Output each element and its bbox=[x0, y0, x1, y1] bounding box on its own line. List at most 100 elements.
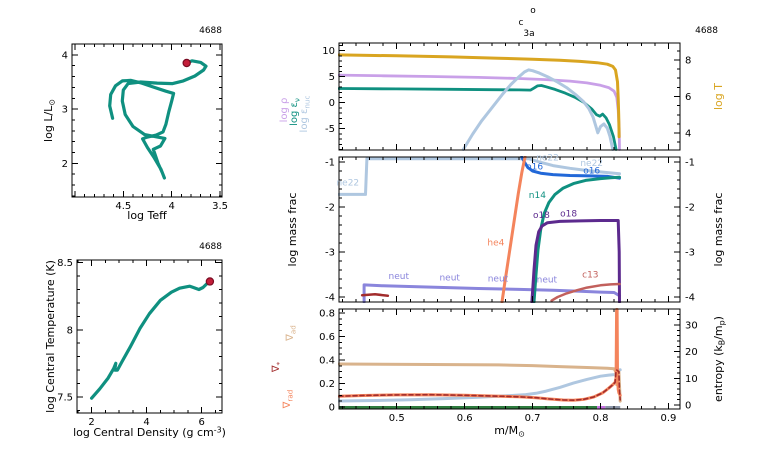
series-grad-star bbox=[338, 369, 621, 401]
label-he4: he4 bbox=[487, 239, 504, 249]
x-tick-label: 6 bbox=[198, 417, 204, 428]
panel-series-layer bbox=[108, 59, 208, 180]
label-n14: n14 bbox=[529, 191, 546, 201]
panel-series-layer bbox=[338, 53, 621, 151]
burn-label-c: c bbox=[519, 18, 524, 28]
axes-frame bbox=[338, 156, 681, 303]
y-tick-label: 0.6 bbox=[319, 332, 335, 343]
x-axis-title: log Teff bbox=[127, 209, 167, 222]
yaxis-label-grad-rad: ∇rad bbox=[282, 390, 295, 410]
axis-ticks bbox=[72, 44, 222, 197]
series-n14 bbox=[532, 175, 621, 303]
label-ne22: ne22 bbox=[580, 159, 603, 169]
label-ne22: ne22 bbox=[536, 154, 559, 164]
series-c13 bbox=[550, 282, 621, 302]
y2-axis-title: entropy (kB/mp) bbox=[712, 316, 727, 402]
panel-series-layer bbox=[338, 156, 621, 303]
burn-label-o: o bbox=[530, 6, 536, 16]
y-tick-label: 10 bbox=[322, 46, 335, 57]
model-number: 4688 bbox=[695, 26, 718, 36]
y2-axis-title: log mass frac bbox=[712, 193, 725, 267]
y-tick-label: 4 bbox=[62, 50, 68, 61]
yaxis-label-grad-star: ∇* bbox=[271, 361, 284, 373]
y-tick-label: 7.5 bbox=[57, 392, 73, 403]
label-neut: neut bbox=[488, 275, 509, 285]
series-tc-rhoc-track bbox=[90, 279, 212, 400]
x-tick-label: 3.5 bbox=[212, 201, 228, 212]
burn-label-3a: 3a bbox=[523, 29, 534, 39]
yaxis-label-grad-ad: ∇ad bbox=[285, 325, 298, 342]
axes-frame bbox=[338, 308, 681, 410]
y2-tick-label: 30 bbox=[685, 321, 698, 332]
current-model-marker bbox=[182, 58, 191, 68]
y2-tick-label: -1 bbox=[685, 157, 695, 168]
label-o16: o16 bbox=[526, 163, 543, 173]
panel-profile-gradients: 0.5 0.6 0.7 0.8 0.9 0 0.2 0.4 0.6 0.8 0 10 20 30 m/M⊙ e… bbox=[271, 308, 727, 439]
y-tick-label: -2 bbox=[325, 202, 335, 213]
x-axis-title: m/M⊙ bbox=[494, 424, 525, 439]
series-grad-rad bbox=[338, 308, 622, 402]
label-neut: neut bbox=[537, 276, 558, 286]
y-tick-label: 3 bbox=[62, 105, 68, 116]
y2-tick-label: 10 bbox=[685, 374, 698, 385]
y2-tick-label: 0 bbox=[685, 401, 691, 412]
x-tick-label: 0.9 bbox=[660, 413, 676, 424]
x-axis-title: log Central Density (g cm-3) bbox=[73, 426, 226, 440]
x-tick-label: 4 bbox=[143, 417, 149, 428]
x-tick-label: 0.7 bbox=[525, 413, 541, 424]
axis-ticks bbox=[77, 260, 222, 413]
label-o18: o18 bbox=[533, 211, 550, 221]
x-tick-label: 0.6 bbox=[457, 413, 473, 424]
y-tick-label: 2 bbox=[62, 159, 68, 170]
x-tick-label: 0.8 bbox=[593, 413, 609, 424]
y-tick-label: 0.2 bbox=[319, 379, 335, 390]
axes-frame bbox=[76, 259, 223, 414]
y-tick-label: 0.4 bbox=[319, 355, 335, 366]
series-species-inner-red bbox=[360, 293, 390, 297]
y-tick-label: 0 bbox=[329, 98, 335, 109]
y-tick-label: 8 bbox=[67, 325, 73, 336]
yaxis-label-log-eps-nuc: log εnuc bbox=[299, 96, 312, 133]
axis-ticks bbox=[339, 43, 680, 150]
y-tick-label: -4 bbox=[325, 293, 335, 304]
series-hr-track bbox=[108, 59, 208, 180]
y2-tick-label: -4 bbox=[685, 293, 695, 304]
panel-series-layer bbox=[338, 308, 622, 409]
axes-frame bbox=[71, 43, 223, 198]
axis-ticks bbox=[339, 308, 680, 409]
model-number: 4688 bbox=[199, 242, 222, 252]
label-o18: o18 bbox=[560, 209, 577, 219]
y-tick-label: 5 bbox=[329, 72, 335, 83]
label-neut: neut bbox=[389, 272, 410, 282]
x-tick-label: 0.5 bbox=[389, 413, 405, 424]
current-model-marker bbox=[205, 277, 215, 286]
series-ne22 bbox=[338, 157, 621, 196]
x-tick-label: 4.5 bbox=[115, 201, 131, 212]
label-neut: neut bbox=[439, 273, 460, 283]
series-o16 bbox=[520, 156, 621, 180]
y2-tick-label: 4 bbox=[685, 129, 691, 140]
series-neut bbox=[362, 283, 621, 303]
y2-tick-label: 8 bbox=[685, 55, 691, 66]
label-ne22: ne22 bbox=[336, 178, 359, 188]
y-axis-title: log Central Temperature (K) bbox=[44, 260, 57, 413]
series-o18 bbox=[530, 219, 621, 303]
y-tick-label: -5 bbox=[325, 124, 335, 135]
axis-ticks bbox=[339, 157, 680, 302]
panel-profile-abundances: -1 -2 -3 -4 -1 -2 -3 -4 log mass frac log mass fr… bbox=[286, 154, 725, 304]
label-o16: o16 bbox=[583, 167, 600, 177]
yaxis-label-log-rho: log ρ bbox=[279, 98, 290, 123]
y-tick-label: 0.8 bbox=[319, 308, 335, 319]
label-c13: c13 bbox=[582, 271, 598, 281]
y2-tick-label: -3 bbox=[685, 248, 695, 259]
series-log-rho bbox=[338, 73, 621, 151]
y2-tick-label: 20 bbox=[685, 347, 698, 358]
y-tick-label: 8.5 bbox=[57, 258, 73, 269]
series-log-t bbox=[338, 53, 621, 139]
x-tick-label: 4 bbox=[168, 201, 174, 212]
